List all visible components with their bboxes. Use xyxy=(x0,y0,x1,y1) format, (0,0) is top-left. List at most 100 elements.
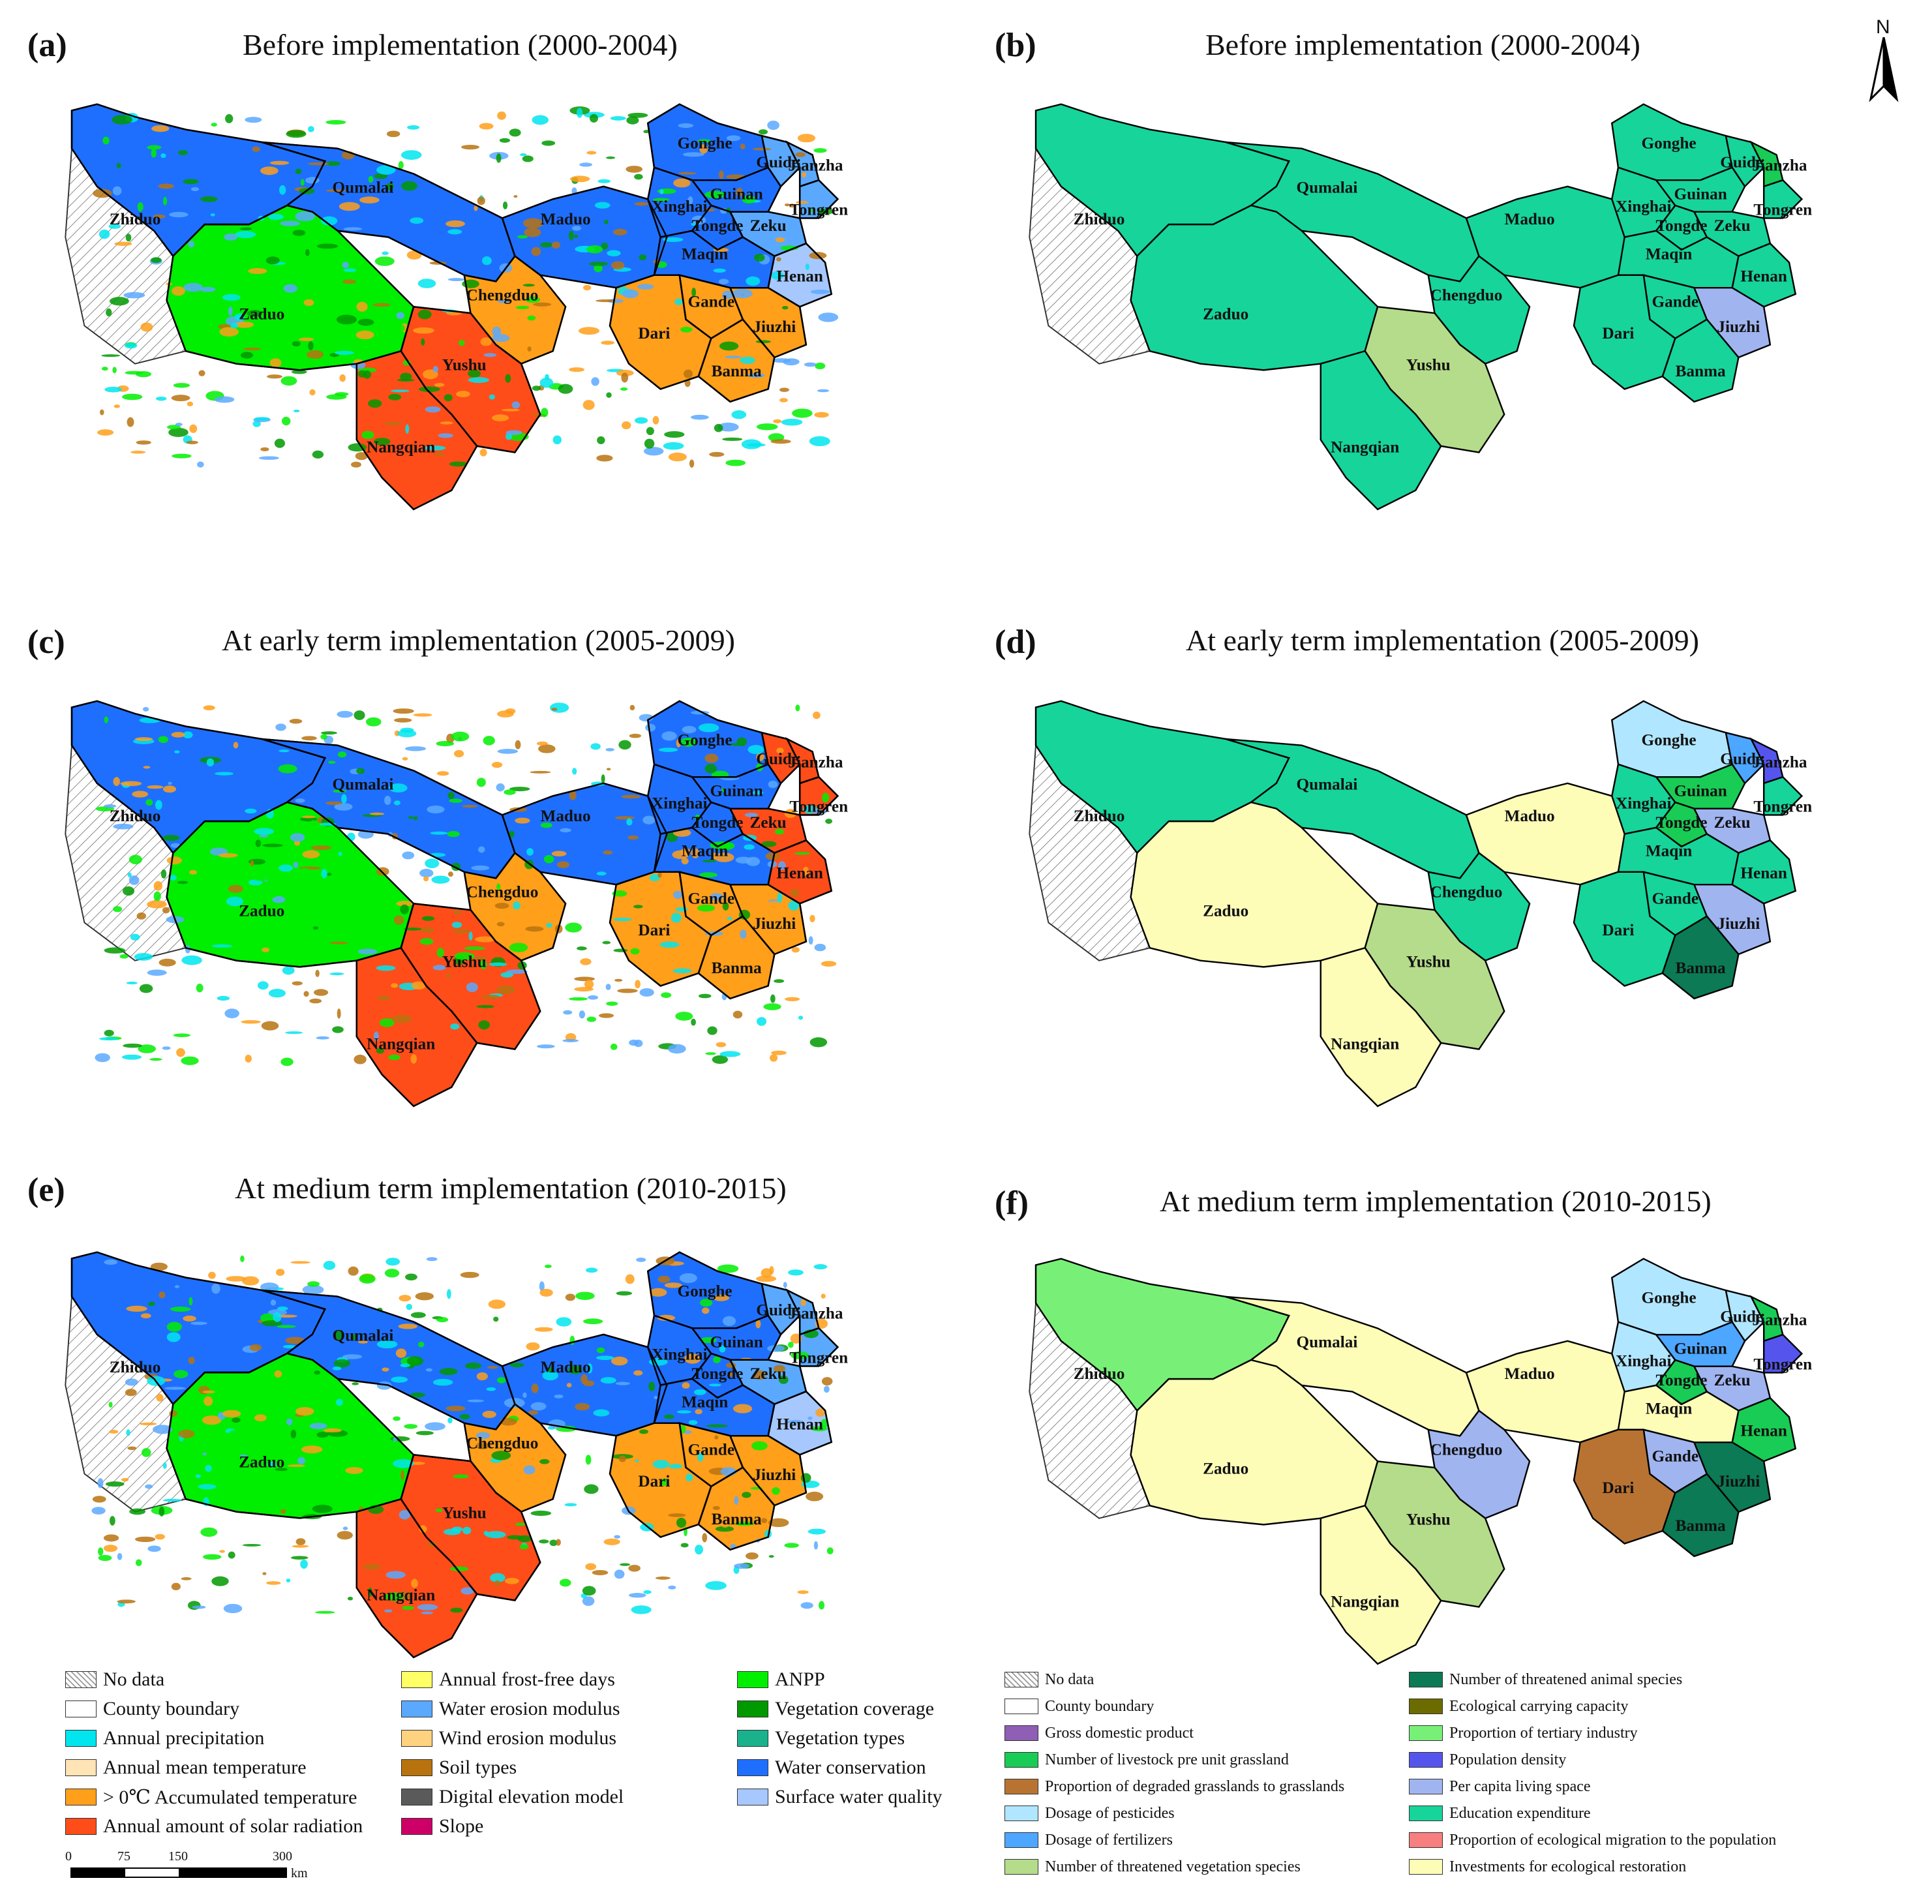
county-label-zeku: Zeku xyxy=(1714,1372,1751,1389)
raster-speckle xyxy=(114,241,132,246)
raster-speckle xyxy=(809,209,813,213)
legend-swatch xyxy=(401,1789,432,1806)
raster-speckle xyxy=(95,1053,110,1063)
raster-speckle xyxy=(112,115,132,125)
panel-title-c: At early term implementation (2005-2009) xyxy=(222,624,735,657)
raster-speckle xyxy=(189,1488,205,1498)
raster-speckle xyxy=(523,1465,536,1475)
county-label-gande: Gande xyxy=(1652,890,1698,907)
raster-speckle xyxy=(492,414,509,421)
raster-speckle xyxy=(672,968,692,974)
raster-speckle xyxy=(228,1430,242,1438)
raster-speckle xyxy=(693,1389,706,1395)
raster-speckle xyxy=(434,383,445,387)
raster-speckle xyxy=(158,958,176,967)
raster-speckle xyxy=(104,1029,114,1036)
legend-label: Water conservation xyxy=(775,1757,926,1778)
raster-speckle xyxy=(410,1461,425,1465)
raster-speckle xyxy=(97,1478,104,1488)
raster-speckle xyxy=(176,1048,185,1057)
raster-speckle xyxy=(560,828,571,833)
raster-speckle xyxy=(295,211,316,222)
legend-label: County boundary xyxy=(1045,1697,1155,1715)
raster-speckle xyxy=(334,803,353,811)
raster-speckle xyxy=(680,1543,689,1548)
raster-speckle xyxy=(446,1289,451,1299)
raster-speckle xyxy=(605,748,614,751)
raster-speckle xyxy=(753,1370,766,1380)
raster-speckle xyxy=(289,718,303,724)
raster-speckle xyxy=(160,153,166,159)
raster-speckle xyxy=(569,367,584,372)
raster-speckle xyxy=(493,1316,499,1322)
raster-speckle xyxy=(188,241,195,248)
raster-speckle xyxy=(596,455,613,462)
raster-speckle xyxy=(449,798,462,803)
raster-speckle xyxy=(551,708,558,711)
raster-speckle xyxy=(400,727,414,733)
raster-speckle xyxy=(551,241,560,249)
county-boundary-nangqian xyxy=(355,1498,478,1659)
raster-speckle xyxy=(468,931,473,941)
raster-speckle xyxy=(426,1257,438,1262)
raster-speckle xyxy=(539,1281,545,1292)
county-label-jianzha: Jianzha xyxy=(1752,157,1807,175)
raster-speckle xyxy=(242,1543,262,1547)
raster-speckle xyxy=(309,1423,327,1430)
raster-speckle xyxy=(119,954,128,959)
raster-speckle xyxy=(342,262,349,269)
raster-speckle xyxy=(821,1293,826,1299)
raster-speckle xyxy=(566,1383,572,1388)
county-label-banma: Banma xyxy=(712,960,762,977)
raster-speckle xyxy=(189,262,210,273)
raster-speckle xyxy=(475,1432,491,1440)
raster-speckle xyxy=(277,1306,288,1311)
raster-speckle xyxy=(102,136,110,145)
county-label-guide: Guide xyxy=(756,751,799,768)
raster-speckle xyxy=(286,1418,293,1426)
raster-speckle xyxy=(735,856,751,864)
raster-speckle xyxy=(722,437,743,441)
raster-speckle xyxy=(411,981,426,990)
raster-speckle xyxy=(464,1362,482,1369)
county-label-gonghe: Gonghe xyxy=(1642,732,1697,749)
raster-speckle xyxy=(475,936,496,943)
raster-speckle xyxy=(413,713,432,717)
raster-speckle xyxy=(452,929,471,933)
county-tongren xyxy=(1762,776,1804,816)
raster-speckle xyxy=(713,268,726,273)
north-arrow: N xyxy=(1864,16,1903,102)
raster-speckle xyxy=(261,947,270,952)
county-boundary-tongren xyxy=(798,179,839,219)
panel-letter-c: (c) xyxy=(27,624,65,661)
raster-speckle xyxy=(325,161,340,166)
county-label-yushu: Yushu xyxy=(1406,953,1451,971)
raster-speckle xyxy=(248,267,267,275)
legend-swatch xyxy=(1409,1832,1443,1848)
county-label-tongren: Tongren xyxy=(789,202,848,219)
raster-speckle xyxy=(813,1541,819,1550)
raster-speckle xyxy=(594,264,603,273)
county-label-guinan: Guinan xyxy=(1674,782,1727,800)
raster-speckle xyxy=(415,1292,434,1301)
raster-speckle xyxy=(421,916,435,921)
raster-speckle xyxy=(183,282,203,292)
county-label-guinan: Guinan xyxy=(710,782,762,800)
county-label-zhiduo: Zhiduo xyxy=(1074,808,1125,825)
county-label-tongren: Tongren xyxy=(789,1350,848,1367)
scale-tick-0: 0 xyxy=(65,1849,72,1864)
raster-speckle xyxy=(239,1454,248,1458)
county-label-jianzha: Jianzha xyxy=(1752,1312,1807,1329)
raster-speckle xyxy=(337,1008,341,1019)
raster-speckle xyxy=(784,204,791,207)
county-label-banma: Banma xyxy=(712,1511,762,1528)
raster-speckle xyxy=(189,1297,193,1306)
raster-speckle xyxy=(559,1579,571,1587)
raster-speckle xyxy=(294,840,301,846)
raster-speckle xyxy=(166,1332,181,1342)
raster-speckle xyxy=(332,1026,344,1033)
raster-speckle xyxy=(770,994,776,1003)
raster-speckle xyxy=(104,947,126,954)
raster-speckle xyxy=(151,148,157,158)
raster-speckle xyxy=(219,1550,225,1553)
